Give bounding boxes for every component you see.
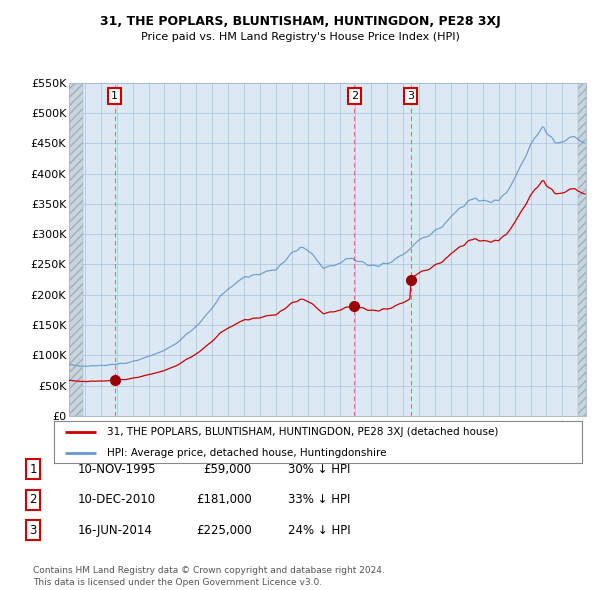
Text: 30% ↓ HPI: 30% ↓ HPI (288, 463, 350, 476)
Text: 31, THE POPLARS, BLUNTISHAM, HUNTINGDON, PE28 3XJ: 31, THE POPLARS, BLUNTISHAM, HUNTINGDON,… (100, 15, 500, 28)
Text: 3: 3 (29, 524, 37, 537)
Text: 3: 3 (407, 91, 414, 101)
Text: 24% ↓ HPI: 24% ↓ HPI (288, 524, 350, 537)
Text: Contains HM Land Registry data © Crown copyright and database right 2024.
This d: Contains HM Land Registry data © Crown c… (33, 566, 385, 587)
Text: HPI: Average price, detached house, Huntingdonshire: HPI: Average price, detached house, Hunt… (107, 448, 386, 457)
Text: Price paid vs. HM Land Registry's House Price Index (HPI): Price paid vs. HM Land Registry's House … (140, 32, 460, 42)
Text: £181,000: £181,000 (196, 493, 252, 506)
Text: 1: 1 (111, 91, 118, 101)
Bar (69, 53, 83, 416)
Text: 33% ↓ HPI: 33% ↓ HPI (288, 493, 350, 506)
Text: 2: 2 (29, 493, 37, 506)
Text: 10-DEC-2010: 10-DEC-2010 (78, 493, 156, 506)
Text: 2: 2 (351, 91, 358, 101)
Text: £59,000: £59,000 (204, 463, 252, 476)
Bar (578, 53, 600, 416)
Text: 16-JUN-2014: 16-JUN-2014 (78, 524, 153, 537)
Text: 31, THE POPLARS, BLUNTISHAM, HUNTINGDON, PE28 3XJ (detached house): 31, THE POPLARS, BLUNTISHAM, HUNTINGDON,… (107, 427, 498, 437)
Text: 1: 1 (29, 463, 37, 476)
Text: £225,000: £225,000 (196, 524, 252, 537)
Text: 10-NOV-1995: 10-NOV-1995 (78, 463, 157, 476)
